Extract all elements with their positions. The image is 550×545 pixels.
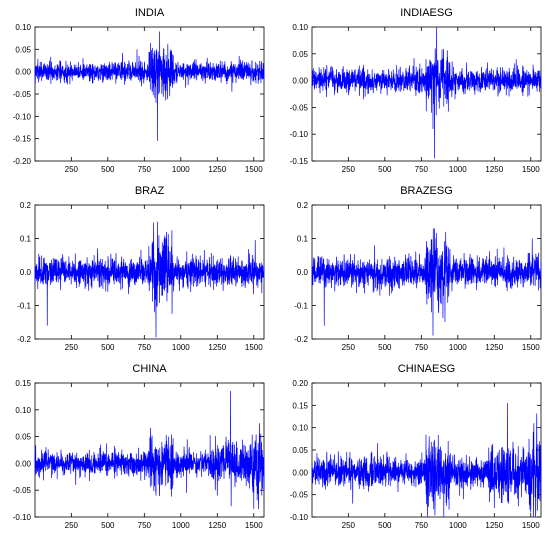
- y-tick-label: -0.05: [290, 491, 309, 500]
- plot-frame: [311, 26, 542, 162]
- x-tick-label: 1500: [522, 521, 540, 530]
- panel-6: CHINAESG -0.10 -0.05 0.00 0.05 0.10 0.15 0.20 25…: [290, 363, 542, 530]
- chart-title: INDIAESG: [400, 7, 453, 19]
- y-tick-label: 0.15: [292, 401, 308, 410]
- y-tick-label: 0.2: [20, 201, 32, 210]
- y-tick-label: -0.1: [17, 302, 31, 311]
- y-tick-label: 0.05: [292, 446, 308, 455]
- x-tick-label: 1500: [522, 343, 540, 352]
- y-tick-label: 0.00: [292, 77, 308, 86]
- x-tick-label: 250: [342, 521, 356, 530]
- y-tick-label: 0.10: [15, 23, 31, 32]
- return-series-line: [311, 228, 542, 336]
- x-tick-label: 750: [138, 343, 152, 352]
- panel-1: INDIA -0.20 -0.15 -0.10 -0.05 0.00 0.05 0.10 250…: [13, 7, 265, 174]
- y-tick-label: -0.15: [13, 135, 32, 144]
- y-tick-label: -0.05: [290, 103, 309, 112]
- y-tick-label: 0.00: [292, 468, 308, 477]
- x-tick-label: 1000: [449, 165, 467, 174]
- y-tick-label: 0.0: [297, 268, 309, 277]
- x-tick-label: 1250: [485, 521, 503, 530]
- x-tick-label: 1000: [172, 165, 190, 174]
- y-tick-label: 0.20: [292, 379, 308, 388]
- return-series-line: [34, 221, 265, 338]
- x-tick-label: 250: [342, 343, 356, 352]
- chart-title: BRAZ: [135, 185, 165, 197]
- y-tick-label: -0.10: [13, 513, 32, 522]
- x-tick-label: 1500: [245, 343, 263, 352]
- y-tick-label: 0.1: [297, 235, 309, 244]
- x-tick-label: 500: [101, 165, 115, 174]
- chart-title: BRAZESG: [400, 185, 453, 197]
- y-tick-label: 0.1: [20, 235, 32, 244]
- x-tick-label: 500: [378, 521, 392, 530]
- return-series-line: [34, 31, 265, 141]
- y-tick-label: -0.20: [13, 157, 32, 166]
- y-tick-label: 0.05: [15, 433, 31, 442]
- panel-2: INDIAESG -0.15 -0.10 -0.05 0.00 0.05 0.10 250 50…: [290, 7, 542, 174]
- y-tick-label: -0.2: [17, 335, 31, 344]
- x-tick-label: 1500: [522, 165, 540, 174]
- y-tick-label: 0.0: [20, 268, 32, 277]
- chart-title: CHINAESG: [398, 363, 455, 375]
- y-tick-label: -0.10: [13, 112, 32, 121]
- x-tick-label: 1000: [449, 343, 467, 352]
- y-tick-label: 0.10: [292, 23, 308, 32]
- panel-4: BRAZESG -0.2 -0.1 0.0 0.1 0.2 250 500 750 1000 125…: [294, 185, 542, 352]
- y-tick-label: 0.15: [15, 379, 31, 388]
- y-tick-label: -0.10: [290, 130, 309, 139]
- chart-title: INDIA: [135, 7, 165, 19]
- x-tick-label: 1250: [208, 343, 226, 352]
- x-tick-label: 250: [65, 521, 79, 530]
- return-series-line: [311, 403, 542, 518]
- y-tick-label: -0.2: [294, 335, 308, 344]
- y-tick-label: 0.2: [297, 201, 309, 210]
- y-tick-label: -0.05: [13, 486, 32, 495]
- x-tick-label: 750: [415, 165, 429, 174]
- chart-title: CHINA: [132, 363, 167, 375]
- y-tick-label: -0.05: [13, 90, 32, 99]
- y-tick-label: 0.10: [292, 424, 308, 433]
- x-tick-label: 1000: [449, 521, 467, 530]
- x-tick-label: 500: [101, 343, 115, 352]
- y-tick-label: 0.00: [15, 459, 31, 468]
- x-tick-label: 500: [101, 521, 115, 530]
- panel-3: BRAZ -0.2 -0.1 0.0 0.1 0.2 250 500 750 1000 1250 15…: [17, 185, 265, 352]
- x-tick-label: 250: [65, 343, 79, 352]
- x-tick-label: 250: [342, 165, 356, 174]
- plot-frame: [34, 382, 265, 518]
- x-tick-label: 750: [415, 521, 429, 530]
- x-tick-label: 750: [138, 521, 152, 530]
- x-tick-label: 250: [65, 165, 79, 174]
- y-tick-label: -0.10: [290, 513, 309, 522]
- x-tick-label: 1250: [485, 165, 503, 174]
- x-tick-label: 1500: [245, 521, 263, 530]
- panel-5: CHINA -0.10 -0.05 0.00 0.05 0.10 0.15 250 500 750…: [13, 363, 265, 530]
- y-tick-label: 0.05: [15, 45, 31, 54]
- x-tick-label: 1250: [208, 165, 226, 174]
- return-series-line: [311, 26, 542, 159]
- x-tick-label: 1250: [485, 343, 503, 352]
- return-series-line: [34, 391, 265, 510]
- plot-frame: [34, 26, 265, 162]
- x-tick-label: 500: [378, 343, 392, 352]
- y-tick-label: 0.10: [15, 406, 31, 415]
- x-tick-label: 500: [378, 165, 392, 174]
- x-tick-label: 750: [138, 165, 152, 174]
- y-tick-label: 0.00: [15, 68, 31, 77]
- x-tick-label: 1500: [245, 165, 263, 174]
- x-tick-label: 1250: [208, 521, 226, 530]
- y-tick-label: -0.15: [290, 157, 309, 166]
- x-tick-label: 1000: [172, 343, 190, 352]
- y-tick-label: 0.05: [292, 50, 308, 59]
- y-tick-label: -0.1: [294, 302, 308, 311]
- x-tick-label: 1000: [172, 521, 190, 530]
- x-tick-label: 750: [415, 343, 429, 352]
